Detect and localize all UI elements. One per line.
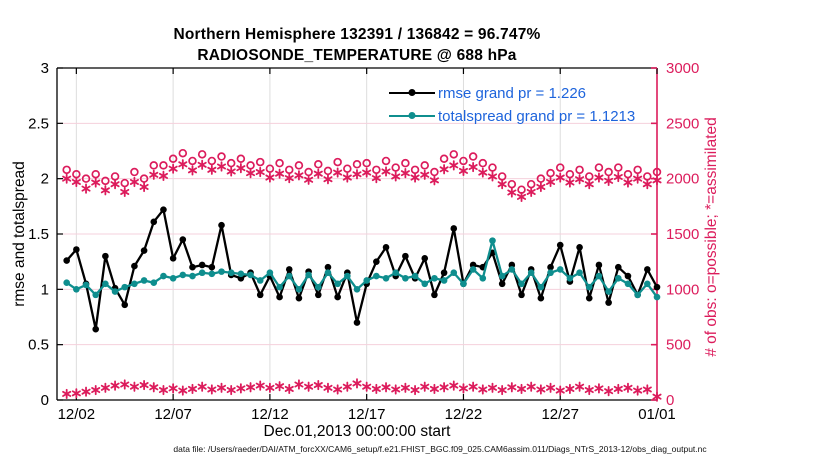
svg-text:2500: 2500 bbox=[666, 115, 699, 132]
svg-text:1.5: 1.5 bbox=[28, 226, 49, 243]
y-axis-label-right: # of obs: o=possible; *=assimilated bbox=[703, 117, 720, 357]
svg-text:12/07: 12/07 bbox=[154, 406, 192, 423]
svg-text:12/27: 12/27 bbox=[541, 406, 579, 423]
legend-label-rmse: rmse grand pr = 1.226 bbox=[438, 84, 587, 102]
svg-text:12/22: 12/22 bbox=[445, 406, 483, 423]
legend-entry-totalspread: totalspread grand pr = 1.1213 bbox=[389, 106, 635, 126]
svg-text:12/17: 12/17 bbox=[348, 406, 386, 423]
totalspread-line-marker-swatch bbox=[389, 115, 435, 117]
svg-text:1: 1 bbox=[41, 281, 49, 298]
svg-text:3000: 3000 bbox=[666, 60, 699, 77]
y-axis-label-left: rmse and totalspread bbox=[11, 161, 28, 307]
legend-label-totalspread: totalspread grand pr = 1.1213 bbox=[438, 107, 636, 125]
svg-text:01/01: 01/01 bbox=[638, 406, 676, 423]
svg-text:1000: 1000 bbox=[666, 281, 699, 298]
legend: rmse grand pr = 1.226 totalspread grand … bbox=[389, 83, 635, 126]
svg-text:0.5: 0.5 bbox=[28, 337, 49, 354]
x-axis-label: Dec.01,2013 00:00:00 start bbox=[263, 423, 451, 440]
data-file-path: data file: /Users/raeder/DAI/ATM_forcXX/… bbox=[173, 444, 707, 454]
svg-text:0: 0 bbox=[41, 392, 49, 409]
svg-text:2: 2 bbox=[41, 171, 49, 188]
svg-text:12/02: 12/02 bbox=[58, 406, 96, 423]
figure-subtitle: RADIOSONDE_TEMPERATURE @ 688 hPa bbox=[197, 47, 517, 64]
svg-text:12/12: 12/12 bbox=[251, 406, 289, 423]
svg-text:1500: 1500 bbox=[666, 226, 699, 243]
svg-text:0: 0 bbox=[666, 392, 674, 409]
rmse-line-marker-swatch bbox=[389, 92, 435, 94]
svg-text:500: 500 bbox=[666, 337, 691, 354]
svg-text:3: 3 bbox=[41, 60, 49, 77]
svg-text:2000: 2000 bbox=[666, 171, 699, 188]
legend-entry-rmse: rmse grand pr = 1.226 bbox=[389, 83, 635, 103]
svg-text:2.5: 2.5 bbox=[28, 115, 49, 132]
figure-title: Northern Hemisphere 132391 / 136842 = 96… bbox=[173, 26, 541, 43]
